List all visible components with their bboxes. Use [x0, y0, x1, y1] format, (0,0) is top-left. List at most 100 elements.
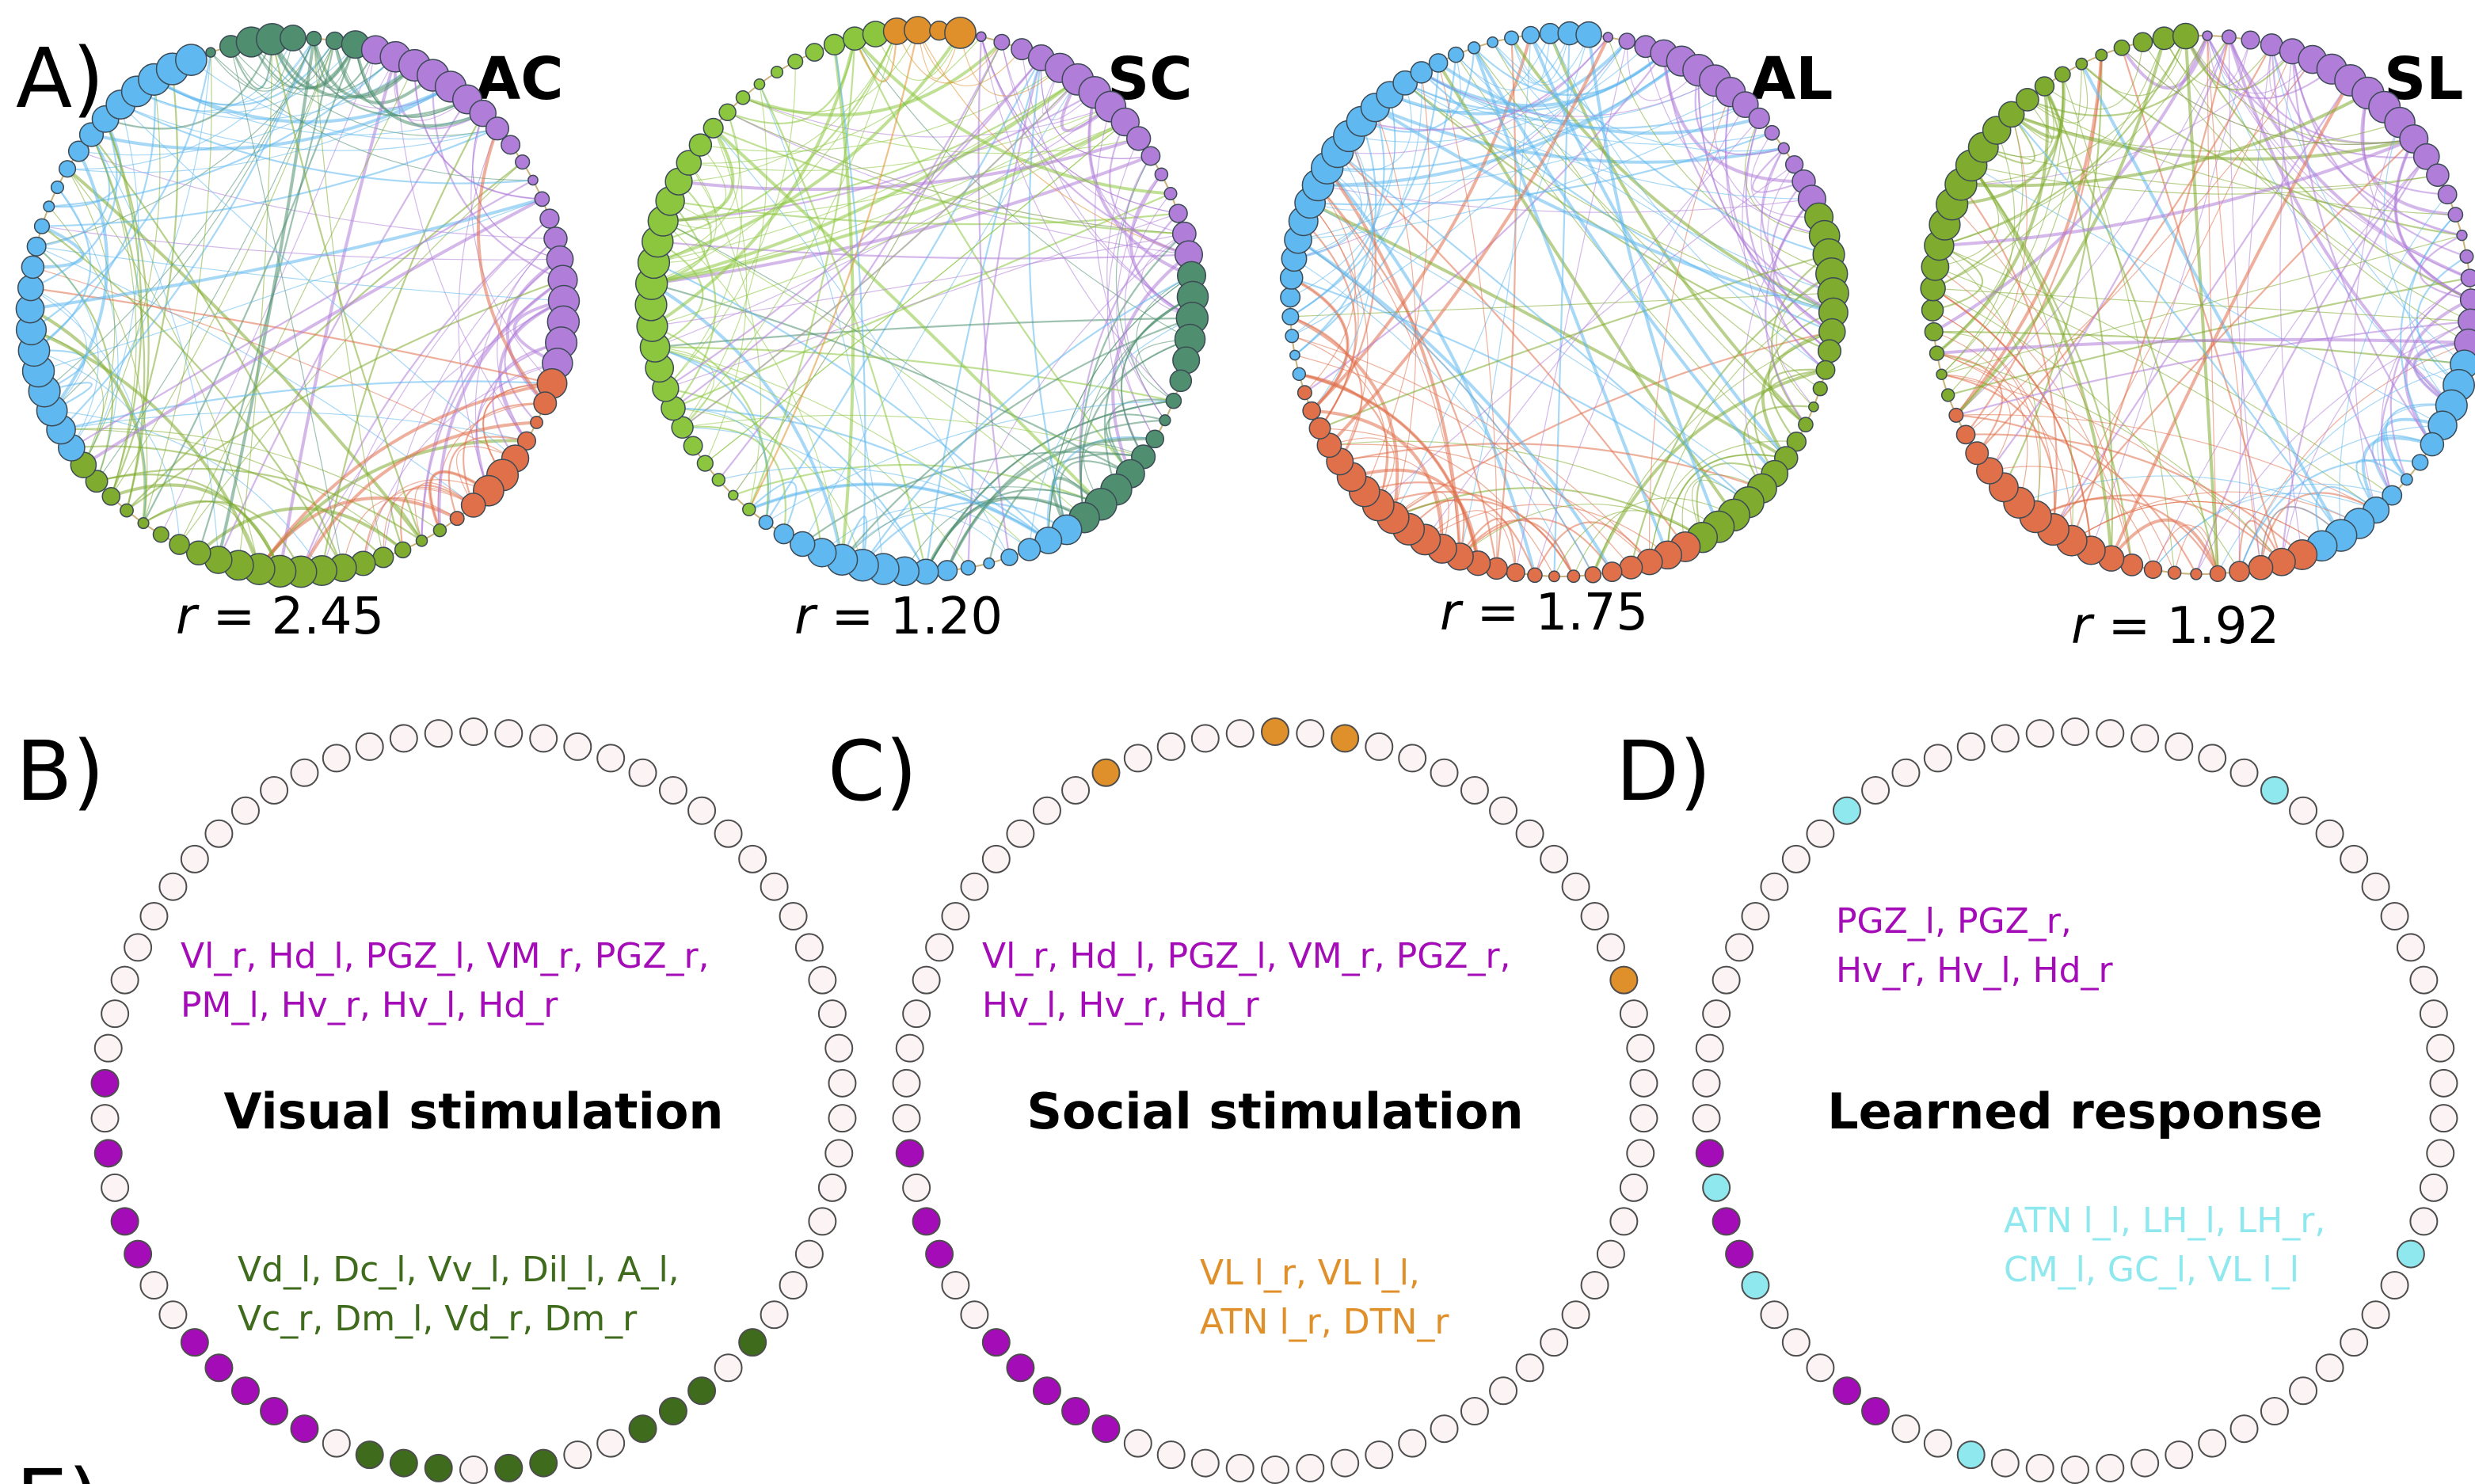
- edge: [1955, 414, 2197, 575]
- edge: [2207, 35, 2472, 300]
- edge: [657, 31, 898, 243]
- edge: [2238, 44, 2272, 572]
- network-node: [449, 511, 465, 527]
- network-node: [43, 200, 55, 213]
- region-node: [2409, 965, 2439, 995]
- network-node: [2459, 249, 2474, 264]
- edge: [1553, 510, 1703, 577]
- edge: [841, 516, 868, 565]
- edge: [1319, 253, 1830, 429]
- edge: [41, 226, 561, 261]
- edge: [105, 118, 143, 497]
- edge: [2010, 86, 2062, 139]
- edge: [2207, 35, 2313, 94]
- edge: [1311, 135, 1374, 412]
- panel-label-c: C): [828, 723, 917, 820]
- region-node: [892, 1068, 921, 1098]
- region-node: [1580, 902, 1609, 930]
- region-node: [912, 965, 941, 995]
- edge: [1087, 92, 1193, 277]
- edge: [1304, 52, 1665, 394]
- edge: [313, 38, 377, 91]
- region-node: [1923, 1429, 1952, 1458]
- region-node: [1741, 902, 1770, 930]
- network-node: [742, 502, 756, 517]
- region-node: [1540, 1328, 1569, 1357]
- edge: [1437, 61, 1760, 135]
- edge: [748, 29, 920, 510]
- edge: [2217, 424, 2443, 574]
- region-node: [824, 1033, 854, 1063]
- edge: [802, 79, 1079, 545]
- edge: [78, 56, 396, 156]
- region-node: [2396, 933, 2425, 962]
- region-node: [2340, 844, 2369, 873]
- region-node: [1061, 1397, 1091, 1426]
- network-node: [1165, 392, 1182, 409]
- network-node: [2412, 454, 2429, 471]
- edge: [44, 38, 314, 392]
- region-node: [2419, 999, 2448, 1029]
- region-node: [2165, 1440, 2194, 1470]
- edge: [1041, 67, 1079, 114]
- network-node: [2190, 568, 2203, 580]
- region-node: [1365, 732, 1394, 761]
- edge: [1421, 71, 1772, 145]
- network-node: [280, 25, 307, 51]
- network-node: [50, 180, 65, 195]
- edge: [688, 36, 982, 164]
- region-node: [687, 796, 717, 825]
- edge: [2109, 79, 2352, 560]
- edge: [474, 238, 556, 491]
- edge: [428, 470, 489, 531]
- region-node: [2396, 1239, 2425, 1269]
- edge: [733, 41, 1003, 496]
- region-node: [1032, 796, 1061, 825]
- region-node: [817, 1173, 847, 1202]
- edge: [41, 127, 498, 227]
- edge: [2363, 93, 2472, 300]
- edge: [120, 104, 498, 151]
- region-node: [124, 1239, 153, 1269]
- edge: [2315, 485, 2377, 546]
- network-node: [753, 78, 766, 90]
- network-node: [976, 31, 987, 43]
- edge: [2412, 341, 2469, 407]
- edge: [678, 31, 897, 182]
- edge: [2080, 63, 2343, 537]
- edge: [1744, 118, 1825, 237]
- edge: [1293, 94, 1396, 260]
- network-node: [683, 436, 703, 456]
- r-value-sc: r = 1.20: [794, 588, 1003, 646]
- network-node: [1748, 107, 1770, 130]
- edge: [1105, 413, 1166, 474]
- network-node: [152, 526, 169, 543]
- edge: [1960, 91, 2369, 188]
- region-node: [1460, 1397, 1489, 1426]
- region-node: [322, 1429, 351, 1458]
- network-node: [372, 546, 394, 569]
- edge: [904, 497, 1085, 572]
- regions-bottom-b-line2: Vc_r, Dm_l, Vd_r, Dm_r: [238, 1299, 638, 1339]
- region-node: [1692, 1068, 1721, 1098]
- network-node: [1172, 346, 1201, 375]
- region-node: [738, 1328, 767, 1357]
- edge: [1492, 41, 1834, 314]
- network-node: [671, 416, 694, 439]
- edge: [291, 37, 468, 117]
- network-ac: AC r = 2.45: [15, 22, 581, 646]
- edge: [33, 186, 92, 352]
- region-node: [1781, 844, 1811, 873]
- region-node: [1861, 775, 1891, 805]
- edge: [682, 84, 767, 428]
- edge: [2280, 156, 2427, 562]
- network-node: [2132, 32, 2153, 53]
- edge: [682, 78, 1079, 428]
- edge: [2070, 36, 2230, 542]
- edge: [650, 282, 844, 561]
- region-node: [93, 1033, 123, 1063]
- region-node: [912, 1207, 941, 1236]
- edge: [862, 501, 1068, 566]
- edge: [653, 32, 962, 264]
- edge: [362, 479, 489, 564]
